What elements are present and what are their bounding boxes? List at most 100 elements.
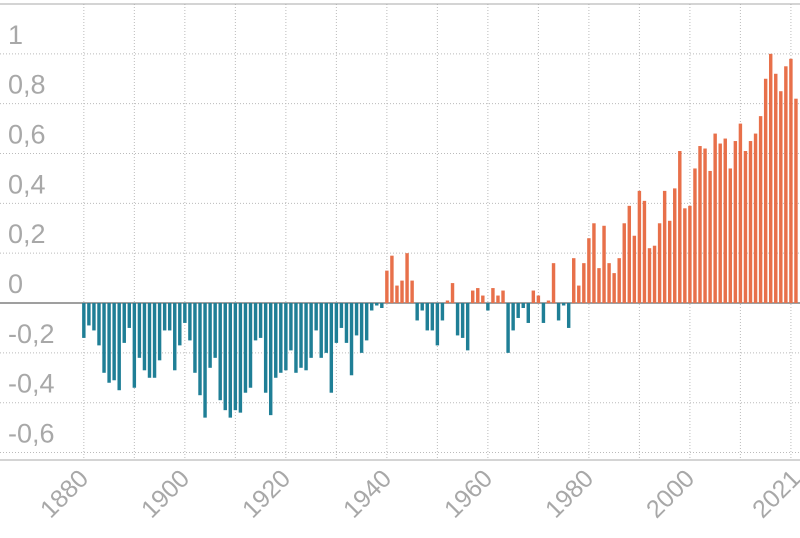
bar [667,220,672,304]
bar [587,238,591,304]
bar [496,295,500,304]
bar [526,303,530,323]
bar [127,303,132,328]
bar [450,283,455,304]
bar [662,190,667,304]
bar [142,303,147,371]
bar [642,200,647,304]
bar [602,225,606,304]
bar [627,205,632,304]
bar [354,303,359,336]
bar [122,303,126,343]
y-tick-label: 1 [8,20,23,50]
bar [92,303,96,331]
bar [152,303,157,378]
bar [304,303,308,371]
bar [733,141,738,304]
bar [157,303,162,361]
bar [284,303,288,371]
bar [218,303,222,401]
bar [758,116,763,304]
bar [390,255,394,304]
bar [622,223,626,304]
bar [698,146,702,304]
x-tick-label: 1980 [540,464,599,523]
bar [299,303,303,368]
bar [597,268,601,304]
bar [339,303,344,328]
bar [309,303,313,358]
bar [728,168,733,304]
bar [561,303,566,306]
bar [395,285,399,304]
bar [794,98,798,304]
bar [319,303,323,358]
x-tick-label: 2021 [747,464,800,523]
bar [763,78,768,304]
bar [400,280,404,304]
bar [784,66,788,304]
bar [440,303,445,321]
bar [344,303,349,343]
bar [102,303,106,373]
bar [107,303,111,383]
y-tick-label: -0,6 [8,419,55,449]
bar [228,303,233,418]
bar [349,303,354,376]
bar [612,273,616,304]
bar [208,303,212,368]
bar [546,300,551,304]
bar [167,303,172,331]
bar [112,303,116,381]
bar [556,303,561,321]
bar [511,303,515,331]
bar [375,303,379,306]
bar [683,208,687,304]
y-tick-label: 0,6 [8,120,46,150]
bar [748,141,753,304]
bar [370,303,374,311]
bar [248,303,253,388]
bar [531,290,536,304]
bar [723,138,727,304]
x-tick-label: 1940 [338,464,397,523]
bar [223,303,227,411]
bar [405,253,409,304]
bar [713,133,717,304]
bar [82,303,86,338]
bar [657,223,662,304]
bar [673,188,677,304]
bar [188,303,192,341]
bar [243,303,248,393]
bar [501,290,505,304]
x-tick-label: 1900 [136,464,195,523]
bar [779,91,783,304]
bar [117,303,121,391]
bar [198,303,202,396]
bar [289,303,293,351]
bar [314,303,318,331]
bar [420,303,424,311]
bar [481,295,485,304]
bar [445,300,450,304]
bar [385,270,389,304]
bar [521,303,525,308]
bar [708,170,712,304]
bar [213,303,217,358]
bar [415,303,419,321]
bar [738,123,743,304]
bar [476,288,480,304]
bar [178,303,182,346]
bar [647,248,652,304]
y-tick-label: -0,2 [8,319,55,349]
y-tick-label: 0,8 [8,70,46,100]
bar [203,303,207,418]
bar [274,303,278,378]
bar [359,303,364,353]
bar [486,303,490,311]
bar [162,303,167,331]
bar [183,303,187,323]
x-tick-label: 1880 [35,464,94,523]
bar [334,303,339,343]
